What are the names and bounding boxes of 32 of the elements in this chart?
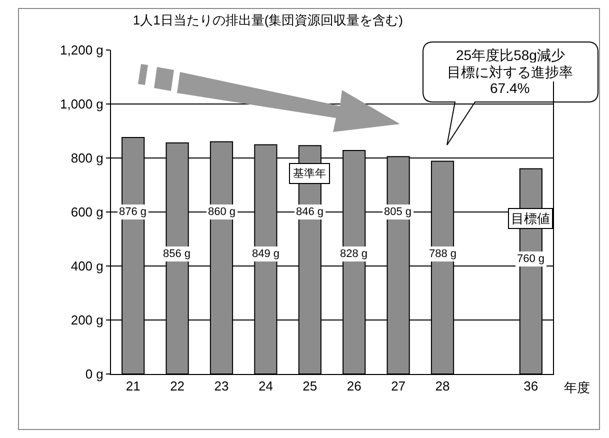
y-tick-label: 800 g [70,150,104,166]
annotation: 25年度比58g減少 [456,47,565,63]
data-label: 760 g [517,253,545,265]
y-tick-label: 200 g [70,312,104,328]
data-label: 805 g [384,206,412,218]
x-tick-label: 24 [258,378,273,394]
annotation: 67.4% [490,80,530,96]
annotation: 基準年 [293,167,326,180]
chart-title: 1人1日当たりの排出量(集団資源回収量を含む) [132,12,404,28]
x-tick-label: 25 [302,378,318,394]
x-tick-label: 28 [435,378,450,394]
data-label: 856 g [163,248,191,260]
x-axis-title: 年度 [564,380,590,395]
data-label: 846 g [296,206,324,218]
y-tick-label: 400 g [70,258,104,274]
annotation: 目標値 [511,211,550,226]
y-tick-label: 0 g [85,366,104,382]
data-label: 828 g [340,248,368,260]
x-tick-label: 36 [524,378,538,394]
data-label: 860 g [208,206,236,218]
x-tick-label: 22 [170,378,185,394]
x-tick-label: 26 [346,378,362,394]
data-label: 876 g [119,206,147,218]
data-label: 849 g [252,248,280,260]
y-tick-label: 1,200 g [60,42,104,58]
x-tick-label: 27 [391,378,406,394]
data-label: 788 g [429,248,457,260]
x-tick-label: 21 [126,378,140,394]
y-tick-label: 1,000 g [60,96,104,112]
y-tick-label: 600 g [70,204,104,220]
x-tick-label: 23 [214,378,229,394]
annotation: 目標に対する進捗率 [447,64,573,80]
